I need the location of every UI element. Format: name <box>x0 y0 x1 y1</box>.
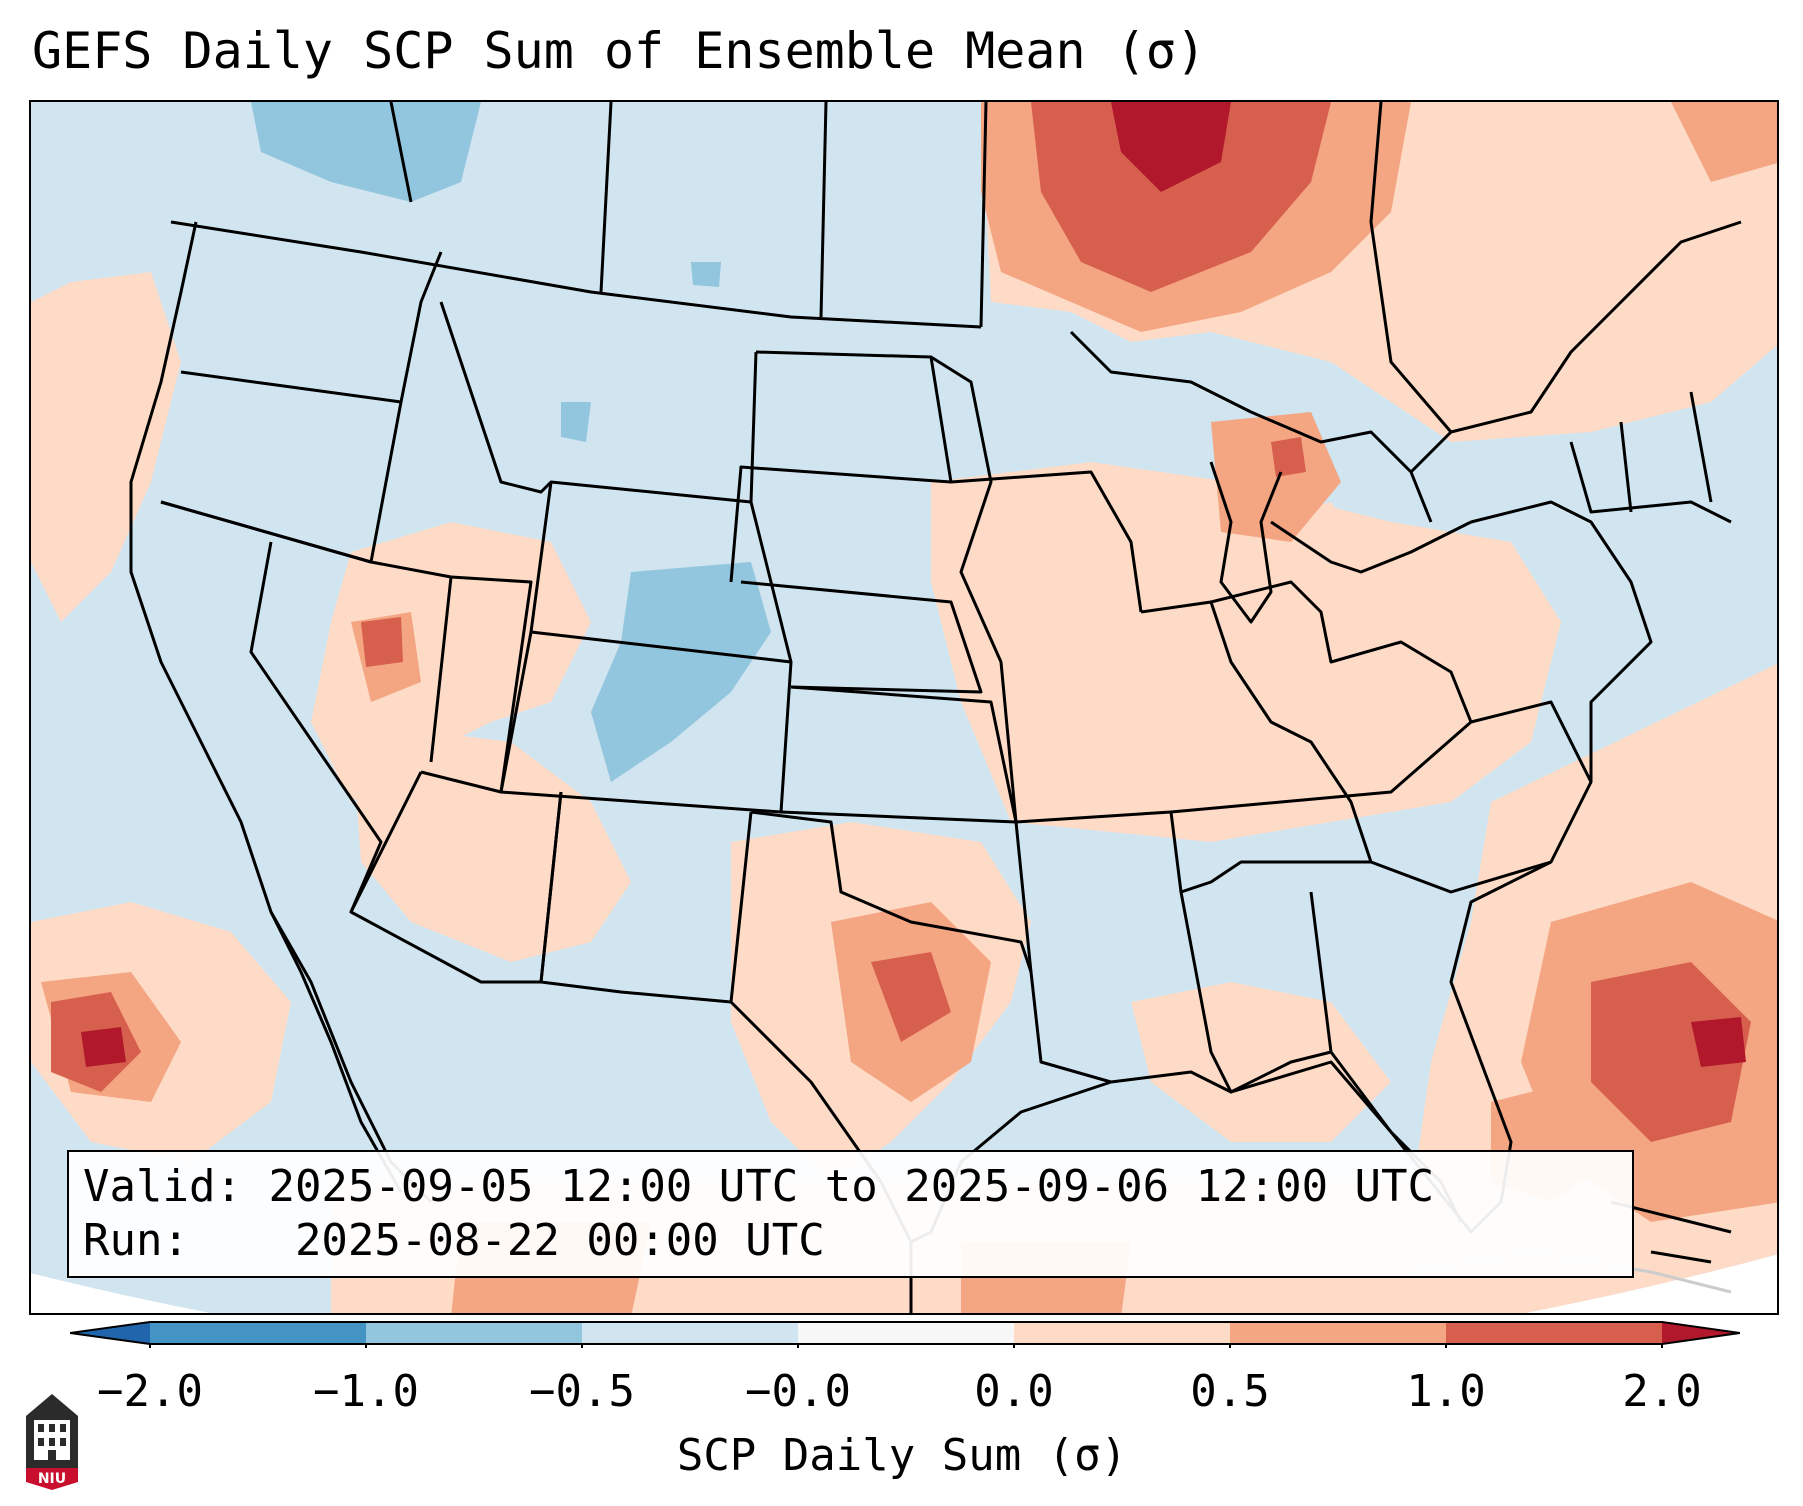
valid-run-info-box: Valid: 2025-09-05 12:00 UTC to 2025-09-0… <box>67 1150 1634 1278</box>
colorbar-bin-0 <box>150 1322 366 1344</box>
colorbar-bin-2 <box>582 1322 798 1344</box>
field-strong-positive <box>51 102 1751 1142</box>
colorbar-tick-6: 1.0 <box>1406 1366 1486 1417</box>
colorbar-tick-0: −2.0 <box>97 1366 203 1417</box>
field-extreme-positive <box>81 102 1746 1067</box>
colorbar-bin-4 <box>1014 1322 1230 1344</box>
colorbar-bin-3 <box>798 1322 1014 1344</box>
colorbar-under-arrow <box>70 1322 150 1344</box>
map-title: GEFS Daily SCP Sum of Ensemble Mean (σ) <box>32 22 1206 80</box>
run-label: Run: <box>83 1215 189 1266</box>
valid-label: Valid: <box>83 1161 242 1212</box>
colorbar-tick-3: −0.0 <box>745 1366 851 1417</box>
colorbar-over-arrow <box>1662 1322 1740 1344</box>
valid-value: 2025-09-05 12:00 UTC to 2025-09-06 12:00… <box>268 1161 1435 1212</box>
colorbar-tick-2: −0.5 <box>529 1366 635 1417</box>
colorbar-tick-5: 0.5 <box>1190 1366 1270 1417</box>
colorbar-tick-4: 0.0 <box>974 1366 1054 1417</box>
niu-logo-icon: NIU <box>26 1394 78 1490</box>
colorbar-tick-1: −1.0 <box>313 1366 419 1417</box>
run-value: 2025-08-22 00:00 UTC <box>294 1215 825 1266</box>
colorbar-tick-7: 2.0 <box>1622 1366 1702 1417</box>
colorbar-label: SCP Daily Sum (σ) <box>676 1430 1128 1481</box>
colorbar <box>70 1321 1740 1348</box>
colorbar-bin-5 <box>1230 1322 1446 1344</box>
scp-anomaly-map <box>31 102 1777 1313</box>
niu-logo-text: NIU <box>38 1471 66 1487</box>
field-moderate-negative <box>251 102 771 782</box>
colorbar-bin-1 <box>366 1322 582 1344</box>
colorbar-bin-6 <box>1446 1322 1662 1344</box>
map-panel[interactable] <box>29 100 1779 1315</box>
us-canada-border <box>170 220 982 329</box>
